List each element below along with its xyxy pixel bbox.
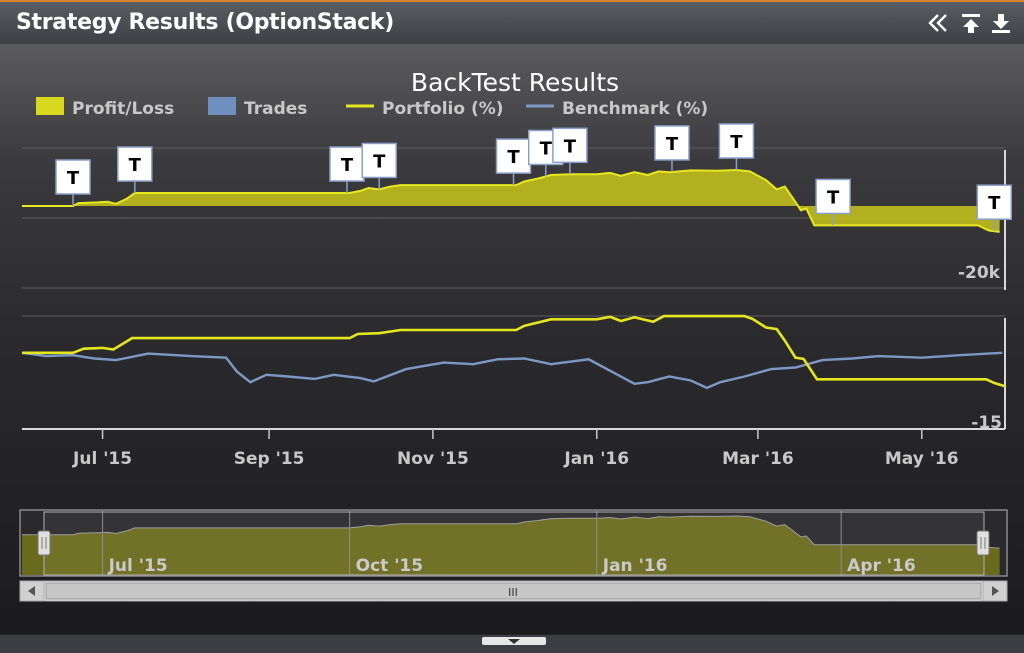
chart-legend: Profit/Loss Trades Portfolio (%) Benchmark … (36, 97, 708, 119)
profit-loss-line (22, 168, 1000, 233)
scroll-right-arrow-icon (992, 586, 999, 596)
navigator[interactable]: Jul '15 Oct '15 Jan '16 Apr '16 (19, 509, 1008, 577)
download-icon[interactable] (990, 11, 1012, 35)
trade-marker[interactable]: T (495, 138, 532, 186)
trade-marker-label: T (730, 132, 743, 153)
upload-icon[interactable] (960, 11, 982, 35)
navigator-tick-label: Apr '16 (847, 556, 916, 576)
navigator-x-axis: Jul '15 Oct '15 Jan '16 Apr '16 (102, 511, 916, 576)
trade-marker-label: T (540, 138, 553, 159)
scrollbar-thumb[interactable] (45, 582, 982, 600)
navigator-right-handle[interactable] (976, 530, 990, 556)
trade-marker-label: T (564, 136, 577, 157)
benchmark-line (21, 351, 1003, 390)
chart-area: BackTest Results Profit/Loss Trades Portfo… (0, 44, 1024, 634)
trade-marker-label: T (129, 155, 142, 176)
scrollbar-grip: III (508, 586, 518, 599)
trade-marker-label: T (988, 193, 1001, 214)
legend-label: Profit/Loss (72, 99, 174, 119)
backtest-chart: BackTest Results Profit/Loss Trades Portfo… (19, 68, 1013, 602)
legend-swatch (208, 97, 236, 115)
x-axis: Jul '15 Sep '15 Nov '15 Jan '16 Mar '16 May '… (72, 429, 959, 469)
chevron-down-icon (508, 639, 520, 644)
legend-label: Benchmark (%) (562, 99, 708, 119)
collapse-left-icon[interactable] (928, 11, 950, 35)
trade-marker-label: T (67, 168, 80, 189)
trade-marker[interactable]: T (718, 123, 755, 170)
trade-marker[interactable]: T (654, 125, 690, 172)
legend-item-0[interactable]: Profit/Loss (36, 97, 174, 119)
x-tick-label: Nov '15 (397, 449, 469, 469)
navigator-scrollbar[interactable]: III (19, 580, 1008, 602)
chart-title: BackTest Results (411, 68, 619, 97)
trade-marker[interactable]: T (815, 178, 851, 226)
scroll-left-arrow-icon (28, 586, 35, 596)
x-tick-label: Mar '16 (722, 449, 794, 469)
legend-item-2[interactable]: Portfolio (%) (346, 99, 504, 119)
trade-marker[interactable]: T (117, 146, 153, 194)
legend-label: Portfolio (%) (382, 99, 504, 119)
trade-marker[interactable]: T (976, 184, 1013, 232)
profit-loss-area (22, 170, 1000, 232)
trade-marker[interactable]: T (361, 142, 397, 190)
trade-marker-label: T (341, 155, 354, 176)
legend-swatch (36, 97, 64, 115)
legend-item-1[interactable]: Trades (208, 97, 307, 119)
x-tick-label: Jul '15 (72, 449, 132, 469)
trade-marker-label: T (666, 134, 679, 155)
navigator-left-handle[interactable] (37, 530, 51, 556)
legend-item-3[interactable]: Benchmark (%) (526, 99, 708, 119)
panel-titlebar: Strategy Results (OptionStack) (0, 0, 1024, 44)
navigator-area (22, 516, 1000, 575)
trade-marker[interactable]: T (329, 146, 365, 194)
trade-marker[interactable]: T (55, 159, 91, 206)
navigator-window[interactable] (43, 511, 985, 576)
trade-marker[interactable]: T (552, 127, 588, 175)
x-tick-label: Jan '16 (563, 449, 629, 469)
legend-label: Trades (244, 99, 307, 119)
navigator-tick-label: Oct '15 (356, 556, 423, 576)
trade-marker-label: T (827, 187, 840, 208)
perf-y-tick-label: -15 (971, 413, 1002, 433)
navigator-line (22, 515, 1000, 549)
performance-pane: -15 Jul '15 Sep '15 Nov '15 Jan '16 Mar '16 M… (21, 314, 1006, 469)
trade-markers: TT T T T T T T TT T (55, 123, 1013, 232)
collapse-panel-button[interactable] (482, 632, 546, 645)
navigator-tick-label: Jan '16 (602, 556, 668, 576)
pl-y-tick-label: -20k (958, 263, 1001, 283)
navigator-tick-label: Jul '15 (108, 556, 168, 576)
x-tick-label: Sep '15 (234, 449, 305, 469)
portfolio-line (22, 314, 1006, 388)
panel-title: Strategy Results (OptionStack) (16, 10, 394, 35)
trade-marker-label: T (507, 147, 520, 168)
x-tick-label: May '16 (885, 449, 959, 469)
trade-marker-label: T (373, 151, 386, 172)
